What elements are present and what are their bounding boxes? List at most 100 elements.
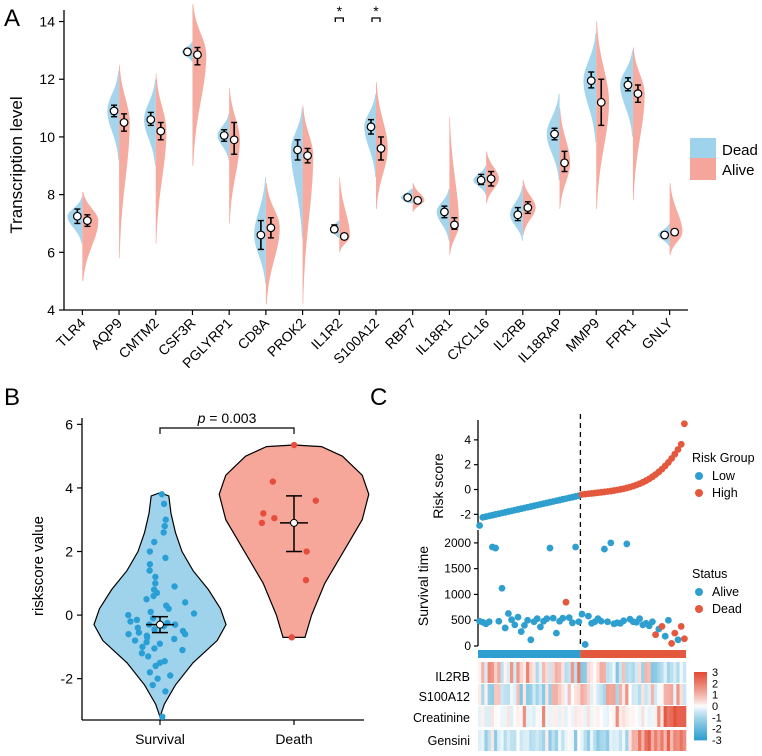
risk-point-low [476,522,483,529]
colorbar-segment [694,728,707,731]
heatmap-cell-creatinine [596,706,600,727]
panel-a-y-tick-label: 12 [39,71,55,87]
panel-c-risk-y-tick-label: 2 [464,458,471,472]
data-point-survival [162,554,169,562]
heatmap-cell-s100a12 [606,684,610,705]
heatmap-cell-il2rb [666,662,671,683]
heatmap-cell-creatinine [535,706,540,727]
survival-point-alive [546,544,554,552]
heatmap-cell-creatinine [580,706,584,727]
survival-point-alive [575,618,583,626]
heatmap-cell-creatinine [500,706,504,727]
panel-label-c: C [370,384,387,411]
heatmap-cell-il2rb [663,662,668,683]
violin-dead-cd8a [254,177,266,285]
heatmap-cell-il2rb [554,662,559,683]
heatmap-cell-il2rb [564,662,568,683]
heatmap-cell-il2rb [561,662,565,683]
heatmap-cell-s100a12 [663,684,668,705]
heatmap-cell-s100a12 [503,684,508,705]
risk-point-high [681,420,688,428]
panel-c-survival-points [476,539,688,648]
data-point-survival [143,596,150,603]
mean-point-alive-cd8a [266,223,276,233]
colorbar-segment [694,697,707,700]
heatmap-cell-s100a12 [490,684,495,705]
survival-point-alive [620,617,627,625]
data-point-survival [152,573,159,581]
heatmap-cell-creatinine [506,706,511,727]
heatmap-cell-creatinine [593,706,597,727]
heatmap-cell-gensini [593,730,597,751]
heatmap-cell-il2rb [625,662,629,683]
panel-c-survival-y-tick-label: 0 [464,639,471,653]
heatmap-cell-il2rb [574,662,578,683]
colorbar-segment [694,677,707,680]
heatmap-cell-il2rb [478,662,482,683]
heatmap-cell-il2rb [522,662,527,683]
heatmap-cell-creatinine [551,706,556,727]
colorbar-segment [694,736,707,739]
heatmap-cell-s100a12 [510,684,514,705]
heatmap-cell-gensini [615,730,620,751]
heatmap-cell-il2rb [615,662,620,683]
violin-dead-s100a12 [364,93,376,178]
panel-a-violins [67,4,683,305]
colorbar-segment [694,690,707,693]
heatmap-row-label-s100a12: S100A12 [419,690,470,704]
heatmap-cell-gensini [558,730,562,751]
heatmap-cell-gensini [542,730,546,751]
violin-alive-cd8a [265,183,280,305]
heatmap-cell-il2rb [500,662,504,683]
significance-bracket-s100a12 [371,17,381,22]
heatmap-cell-gensini [570,730,575,751]
heatmap-cell-il2rb [590,662,594,683]
survival-point-alive [559,614,567,622]
data-point-survival [162,516,169,523]
heatmap-cell-il2rb [628,662,632,683]
heatmap-cell-il2rb [558,662,562,683]
data-point-survival [146,561,154,568]
heatmap-cell-gensini [599,730,604,751]
heatmap-cell-creatinine [609,706,613,727]
heatmap-cell-gensini [622,730,626,751]
survival-point-alive [569,619,576,627]
heatmap-cell-s100a12 [599,684,604,705]
data-point-survival [135,629,143,636]
survival-point-alive [607,539,615,547]
survival-point-alive [505,610,512,617]
colorbar-segment [694,738,707,741]
heatmap-cell-creatinine [522,706,527,727]
violin-alive-pglyrp1 [229,87,240,224]
data-point-death [303,548,310,555]
heatmap-cell-creatinine [647,706,652,727]
heatmap-row-label-gensini: Gensini [428,734,470,748]
heatmap-cell-gensini [663,730,668,751]
colorbar-tick-label: 0 [712,701,718,713]
data-point-death [260,510,267,517]
mean-point-dead-fpr1 [623,80,633,90]
heatmap-cell-s100a12 [532,684,536,705]
heatmap-cell-il2rb [618,662,623,683]
heatmap-cell-creatinine [628,706,632,727]
colorbar-segment [694,702,707,705]
survival-point-alive [565,614,573,622]
heatmap-cell-il2rb [494,662,498,683]
heatmap-cell-creatinine [577,706,581,727]
legend-dead-swatch [690,138,716,160]
data-point-survival [146,567,153,574]
heatmap-cell-s100a12 [545,684,549,705]
data-point-survival [143,638,150,646]
heatmap-cell-creatinine [516,706,520,727]
survival-point-alive [533,615,541,623]
heatmap-cell-s100a12 [554,684,559,705]
heatmap-cell-gensini [532,730,536,751]
survival-point-alive [495,617,503,625]
heatmap-cell-il2rb [606,662,610,683]
heatmap-cell-il2rb [679,662,684,683]
heatmap-cell-creatinine [554,706,559,727]
heatmap-cell-creatinine [494,706,498,727]
mean-point-dead-s100a12 [366,122,376,132]
survival-point-alive [661,632,669,640]
survival-point-alive [537,623,544,631]
